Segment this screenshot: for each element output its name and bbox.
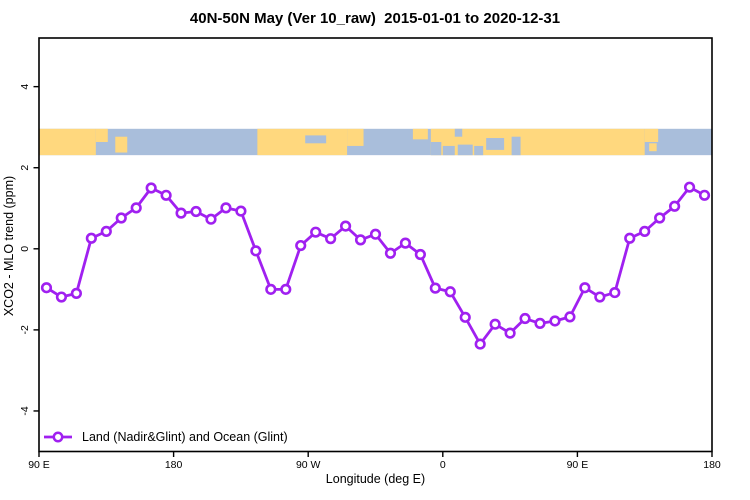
data-point (100, 225, 112, 237)
map-strip-sea-segment (430, 141, 442, 156)
data-point (429, 282, 441, 294)
data-point (624, 232, 636, 244)
map-strip-land-segment (412, 128, 428, 140)
data-point (190, 205, 202, 218)
y-axis-label: XCO2 - MLO trend (ppm) (2, 175, 16, 317)
data-point (444, 286, 456, 298)
plot-border (38, 37, 713, 453)
data-point (205, 213, 217, 225)
legend-series-swatch (44, 431, 72, 443)
data-point (504, 327, 516, 339)
map-strip-land-segment (347, 128, 364, 146)
data-point (698, 189, 711, 201)
data-point (564, 311, 576, 323)
data-point (369, 228, 382, 240)
data-point (160, 189, 172, 201)
data-point (250, 245, 262, 257)
data-point (354, 234, 367, 246)
data-point (399, 237, 412, 249)
map-strip-sea-segment (457, 144, 473, 156)
data-point (654, 212, 666, 224)
data-point (310, 226, 322, 238)
x-tick-label: 90 W (296, 459, 321, 471)
y-tick-label: 2 (19, 165, 31, 171)
map-strip-sea-segment (511, 136, 521, 156)
data-point (534, 317, 546, 329)
map-strip-sea-segment (442, 145, 455, 156)
map-strip-sea-segment (305, 135, 327, 144)
map-strip-land-segment (644, 128, 659, 142)
map-strip-land-segment (115, 136, 128, 153)
data-point (474, 338, 486, 350)
data-point (489, 318, 501, 330)
data-point (70, 287, 82, 299)
data-point (130, 202, 142, 214)
data-point (85, 232, 97, 244)
x-tick-label: 90 E (567, 459, 589, 471)
legend-circle-icon (52, 431, 64, 443)
data-point (235, 205, 247, 217)
data-point (519, 312, 531, 325)
data-point (669, 200, 681, 212)
data-point (325, 233, 337, 245)
x-axis-label: Longitude (deg E) (325, 472, 426, 486)
data-point (115, 212, 127, 224)
data-point (265, 283, 277, 295)
map-strip-land-segment (95, 128, 108, 142)
map-strip-sea-segment (486, 138, 505, 150)
y-tick-label: -4 (19, 406, 31, 415)
legend-label: Land (Nadir&Glint) and Ocean (Glint) (82, 430, 288, 444)
data-point (55, 291, 68, 303)
data-point (459, 311, 471, 323)
map-strip-sea-segment (474, 145, 484, 156)
data-point (609, 286, 621, 299)
data-point (339, 220, 352, 232)
data-point (579, 282, 591, 294)
data-point (145, 182, 157, 194)
data-point (683, 181, 696, 193)
map-strip-land-segment (257, 128, 348, 156)
data-point (40, 282, 53, 294)
x-tick-label: 180 (165, 459, 183, 471)
data-series-line (45, 185, 706, 346)
map-strip-land-segment (649, 143, 657, 152)
y-tick-label: -2 (19, 325, 31, 334)
data-point (549, 315, 561, 327)
map-strip-sea-segment (454, 128, 463, 137)
x-tick-label: 180 (703, 459, 721, 471)
data-point (414, 248, 426, 261)
chart-title: 40N-50N May (Ver 10_raw) 2015-01-01 to 2… (189, 10, 561, 27)
data-point (639, 225, 651, 237)
data-point (295, 239, 307, 252)
data-point (175, 207, 187, 219)
y-tick-label: 4 (19, 84, 31, 90)
data-point (384, 247, 397, 259)
data-point (280, 283, 292, 295)
data-point (220, 202, 232, 214)
data-point (594, 291, 606, 303)
x-tick-label: 90 E (28, 459, 50, 471)
map-strip-land-segment (39, 128, 96, 156)
legend: Land (Nadir&Glint) and Ocean (Glint) (44, 429, 288, 445)
x-tick-label: 0 (440, 459, 446, 471)
y-tick-label: 0 (19, 246, 31, 252)
